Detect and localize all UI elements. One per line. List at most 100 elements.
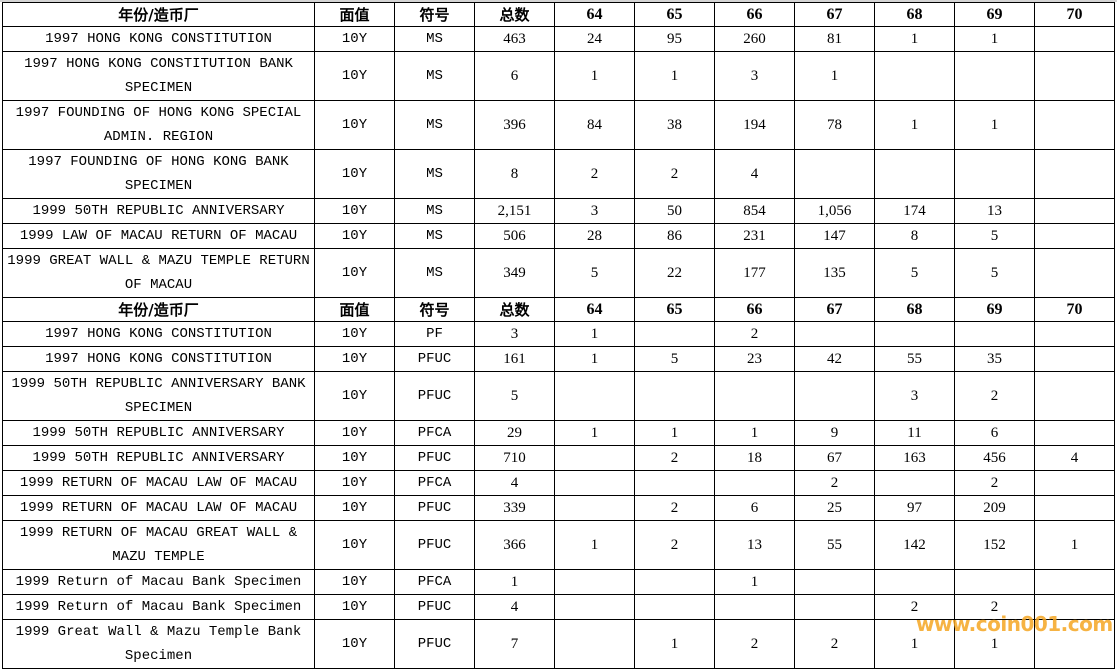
table-row: 1999 50TH REPUBLIC ANNIVERSARY 10Y PFCA 29 1…	[2, 420, 1115, 446]
header-row: 年份/造币厂 面值 符号 总数 64 65 66 67 68 69 70	[2, 2, 1115, 27]
grade-count-cell	[794, 371, 875, 421]
grade-count-cell: 67	[794, 445, 875, 471]
top-border	[0, 0, 1117, 2]
total-cell: 8	[474, 149, 555, 199]
coin-name-cell: 1999 Return of Macau Bank Specimen	[2, 594, 315, 620]
symbol-cell: PFCA	[394, 420, 475, 446]
total-cell: 1	[474, 569, 555, 595]
grade-count-cell: 2	[634, 445, 715, 471]
denom-cell: 10Y	[314, 420, 395, 446]
grade-count-cell: 1	[874, 100, 955, 150]
grade-count-cell: 135	[794, 248, 875, 298]
denom-cell: 10Y	[314, 495, 395, 521]
grade-count-cell: 8	[874, 223, 955, 249]
table-row: 1999 Return of Macau Bank Specimen 10Y PFU…	[2, 594, 1115, 620]
coin-name-cell: 1997 HONG KONG CONSTITUTION BANK SPECIME…	[2, 51, 315, 101]
symbol-cell: MS	[394, 26, 475, 52]
grade-count-cell	[794, 569, 875, 595]
column-header: 66	[714, 297, 795, 322]
column-header: 符号	[394, 2, 475, 27]
grade-count-cell: 28	[554, 223, 635, 249]
grade-count-cell: 3	[874, 371, 955, 421]
total-cell: 6	[474, 51, 555, 101]
table-row: 1997 FOUNDING OF HONG KONG SPECIAL ADMIN…	[2, 100, 1115, 150]
grade-count-cell	[714, 371, 795, 421]
total-cell: 463	[474, 26, 555, 52]
column-header: 年份/造币厂	[2, 297, 315, 322]
total-cell: 396	[474, 100, 555, 150]
coin-name-cell: 1997 HONG KONG CONSTITUTION	[2, 346, 315, 372]
column-header: 68	[874, 297, 955, 322]
total-cell: 161	[474, 346, 555, 372]
table-row: 1999 RETURN OF MACAU LAW OF MACAU 10Y PFCA…	[2, 470, 1115, 496]
denom-cell: 10Y	[314, 569, 395, 595]
total-cell: 339	[474, 495, 555, 521]
denom-cell: 10Y	[314, 100, 395, 150]
denom-cell: 10Y	[314, 594, 395, 620]
grade-count-cell	[874, 51, 955, 101]
column-header: 总数	[474, 297, 555, 322]
grade-count-cell: 1	[554, 420, 635, 446]
grade-count-cell	[874, 569, 955, 595]
coin-name-cell: 1999 Return of Macau Bank Specimen	[2, 569, 315, 595]
column-header: 65	[634, 297, 715, 322]
coin-name-cell: 1999 50TH REPUBLIC ANNIVERSARY	[2, 420, 315, 446]
table-row: 1999 RETURN OF MACAU GREAT WALL & MAZU T…	[2, 520, 1115, 570]
table-row: 1999 50TH REPUBLIC ANNIVERSARY 10Y MS 2,151…	[2, 198, 1115, 224]
coin-name-cell: 1997 FOUNDING OF HONG KONG BANK SPECIMEN	[2, 149, 315, 199]
symbol-cell: PFUC	[394, 619, 475, 669]
column-header: 65	[634, 2, 715, 27]
symbol-cell: MS	[394, 248, 475, 298]
grade-count-cell: 1	[634, 619, 715, 669]
symbol-cell: MS	[394, 223, 475, 249]
coin-name-cell: 1999 50TH REPUBLIC ANNIVERSARY	[2, 198, 315, 224]
table-row: 1999 Return of Macau Bank Specimen 10Y PFC…	[2, 569, 1115, 595]
coin-name-cell: 1999 Great Wall & Mazu Temple Bank Speci…	[2, 619, 315, 669]
grade-count-cell	[714, 594, 795, 620]
denom-cell: 10Y	[314, 619, 395, 669]
symbol-cell: PF	[394, 321, 475, 347]
grade-count-cell: 1	[874, 26, 955, 52]
grade-count-cell	[874, 470, 955, 496]
total-cell: 7	[474, 619, 555, 669]
grade-count-cell: 78	[794, 100, 875, 150]
symbol-cell: PFCA	[394, 470, 475, 496]
grade-count-cell: 5	[634, 346, 715, 372]
grade-count-cell	[1034, 51, 1115, 101]
denom-cell: 10Y	[314, 51, 395, 101]
grade-count-cell	[874, 321, 955, 347]
total-cell: 349	[474, 248, 555, 298]
coin-name-cell: 1997 HONG KONG CONSTITUTION	[2, 321, 315, 347]
denom-cell: 10Y	[314, 26, 395, 52]
grade-count-cell: 6	[954, 420, 1035, 446]
grade-count-cell: 18	[714, 445, 795, 471]
grade-count-cell: 1	[554, 520, 635, 570]
total-cell: 2,151	[474, 198, 555, 224]
grade-count-cell	[1034, 149, 1115, 199]
grade-count-cell: 1,056	[794, 198, 875, 224]
grade-count-cell: 2	[634, 495, 715, 521]
column-header: 64	[554, 297, 635, 322]
grade-count-cell: 1	[714, 569, 795, 595]
grade-count-cell	[554, 470, 635, 496]
grade-count-cell: 2	[794, 619, 875, 669]
grade-count-cell: 3	[554, 198, 635, 224]
grade-count-cell: 1	[634, 420, 715, 446]
grade-count-cell	[554, 495, 635, 521]
column-header: 70	[1034, 2, 1115, 27]
table-row: 1997 FOUNDING OF HONG KONG BANK SPECIMEN…	[2, 149, 1115, 199]
symbol-cell: PFCA	[394, 569, 475, 595]
grade-count-cell	[954, 569, 1035, 595]
grade-count-cell	[794, 149, 875, 199]
grade-count-cell	[954, 51, 1035, 101]
table-row: 1999 GREAT WALL & MAZU TEMPLE RETURN OF …	[2, 248, 1115, 298]
grade-count-cell: 1	[554, 321, 635, 347]
grade-count-cell: 25	[794, 495, 875, 521]
grade-count-cell: 3	[714, 51, 795, 101]
grade-count-cell: 142	[874, 520, 955, 570]
grade-count-cell: 84	[554, 100, 635, 150]
coin-name-cell: 1999 50TH REPUBLIC ANNIVERSARY	[2, 445, 315, 471]
grade-count-cell	[554, 445, 635, 471]
table-row: 1999 LAW OF MACAU RETURN OF MACAU 10Y MS 50…	[2, 223, 1115, 249]
